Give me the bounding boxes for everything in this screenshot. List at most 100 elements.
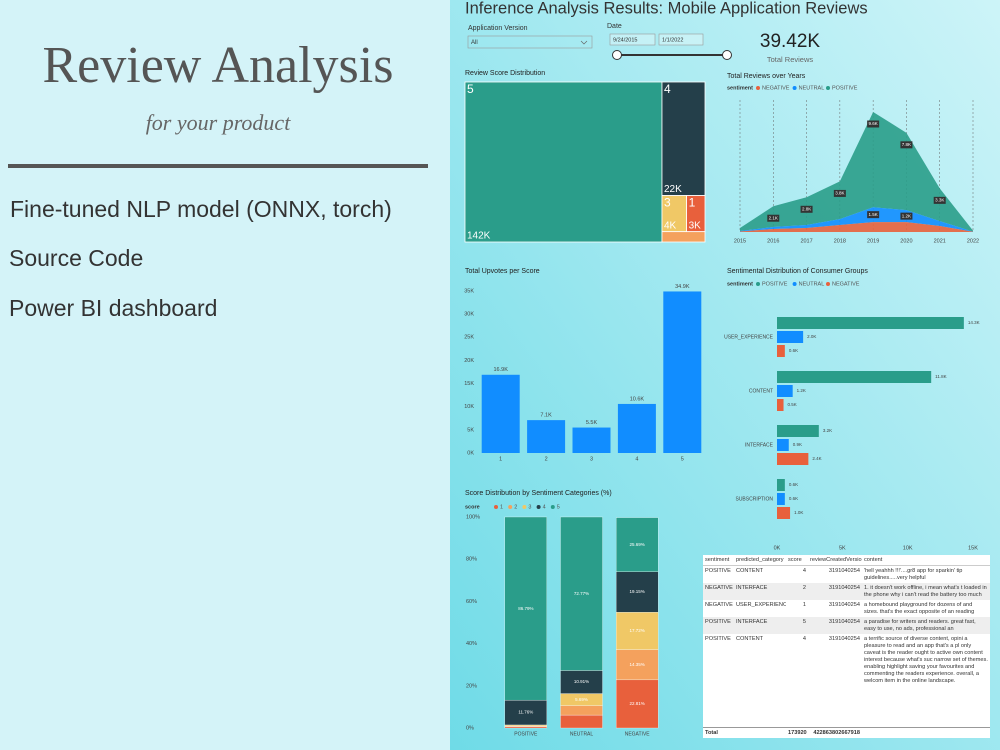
link[interactable]: Source Code [9,245,143,271]
total-row-wrap: Total 173920 422863802667918 [703,727,990,738]
data-label: 1.0K [794,510,803,515]
table-cell: a paradise for writers and readers. grea… [862,617,990,634]
label-box [900,141,913,149]
data-label: 1.5K [869,212,878,217]
table-cell: 1 [802,601,806,608]
tile-label: 5 [467,82,474,96]
x-tick-label: 2 [545,456,548,462]
date-input[interactable] [658,33,704,46]
legend-label: 2 [514,504,517,510]
table-cell: a homebound playground for dozens of and… [864,601,975,615]
y-tick-label: CONTENT [749,388,773,394]
bar-segment [616,517,659,572]
data-label: 2.0K [807,334,816,339]
x-tick-label: 2021 [934,238,946,244]
tile-value: 3K [689,220,702,231]
x-tick-label: 10K [903,545,913,551]
y-tick-label: 25K [464,335,474,341]
data-label: 0.6K [789,348,798,353]
data-label: 10.6K [630,396,645,402]
table-cell: 4 [802,567,806,574]
kpi-label: Total Reviews [767,55,814,64]
table-cell: POSITIVE [703,617,734,634]
data-label: 10.91% [574,679,589,684]
x-tick-label: 2018 [834,238,846,244]
bar [777,399,784,411]
bar [777,317,964,329]
table: sentiment predicted_category score reviewCr… [703,555,990,738]
legend-label: NEGATIVE [832,281,860,287]
data-label: 7.1K [540,413,552,419]
x-tick-label: NEGATIVE [625,731,651,737]
data-label: 7.8K [902,142,911,147]
bar-segment [560,705,603,716]
dropdown[interactable] [467,35,593,49]
area [740,222,973,232]
table-cell: USER_EXPERIENCE [736,601,786,608]
x-tick-label: 2022 [967,238,979,244]
label-box [833,189,846,197]
treemap-tile [661,231,706,243]
bar [777,371,932,383]
bar [527,420,566,453]
date-input[interactable] [609,33,656,46]
data-label: 0.5K [788,402,797,407]
column-header: reviewCreatedVersion [808,555,862,566]
x-tick-label: NEUTRAL [570,731,594,737]
column-header: content [862,555,990,566]
data-label: 34.9K [675,284,690,290]
y-tick-label: USER_EXPERIENCE [724,334,774,340]
bar-segment [560,516,603,671]
link[interactable]: Fine-tuned NLP model (ONNX, torch) [10,196,392,222]
bar-segment [560,714,603,729]
y-tick-label: 35K [464,288,474,294]
y-tick-label: 5K [467,427,474,433]
left-panel [0,0,450,750]
filter-label: Application Version [468,25,528,32]
table-cell: CONTENT [736,635,764,642]
bar [777,385,793,397]
slider-handle[interactable] [722,50,732,60]
bar-segment [616,649,659,681]
data-label: 9.6K [869,121,878,126]
y-tick-label: 100% [466,514,480,520]
column-header: sentiment [703,555,734,566]
legend-label: 1 [500,504,503,510]
total-version: 422863802667918 [808,727,862,738]
y-tick-label: 40% [466,641,477,647]
table-cell: 5 [786,617,808,634]
table-cell: 1. it doesn't work offline, i mean what'… [862,583,990,600]
legend-label: NEUTRAL [799,85,825,91]
bar [777,331,804,343]
x-tick-label: 5 [681,456,684,462]
data-label: 0.6K [789,482,798,487]
data-label: 3.8K [835,191,844,196]
legend-marker [826,86,830,90]
bar-segment [616,571,659,613]
legend-marker [494,505,498,509]
link[interactable]: Power BI dashboard [9,295,217,321]
table-cell: 4 [802,635,806,642]
label-box [933,196,946,204]
y-tick-label: 0% [466,725,474,731]
slider-handle[interactable] [612,50,622,60]
x-tick-label: 1 [499,456,502,462]
total-cell [734,727,786,738]
table-row: POSITIVE INTERFACE 5 3191040254 a paradise f… [703,617,990,634]
legend-label: NEUTRAL [799,281,825,287]
treemap-tile [464,81,663,243]
total-label: Total [703,727,734,738]
dropdown-value: All [471,40,478,46]
legend-label: 5 [557,504,560,510]
legend-title: sentiment [727,281,753,287]
tile-value: 4K [664,220,677,231]
x-tick-label: POSITIVE [514,731,538,737]
y-tick-label: INTERFACE [745,442,774,448]
treemap-tile [661,81,706,196]
total-cell [862,727,990,738]
table-row: POSITIVE CONTENT 4 3191040254 'hell yeahhh !… [703,566,990,584]
table-cell: 2 [786,583,808,600]
data-label: 0.6K [789,496,798,501]
tile-value: 142K [467,231,491,242]
legend-label: 4 [543,504,546,510]
